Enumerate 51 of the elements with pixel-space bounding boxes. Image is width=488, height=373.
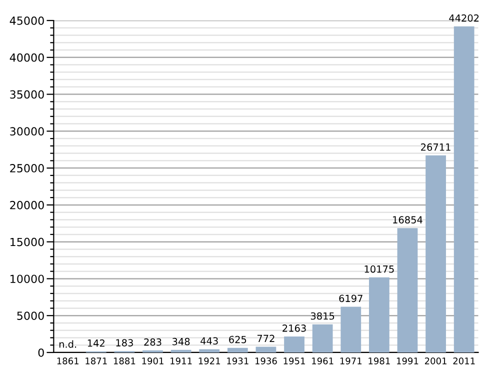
data-label: 3815 xyxy=(310,312,334,320)
x-tick-label: 1961 xyxy=(312,358,334,364)
x-tick-label: 1971 xyxy=(340,358,362,364)
bar xyxy=(227,348,248,352)
y-tick-label: 40000 xyxy=(10,53,44,62)
data-label: 10175 xyxy=(364,265,394,273)
bar xyxy=(454,26,474,352)
bar xyxy=(368,277,390,352)
bar xyxy=(199,349,220,352)
bar xyxy=(397,228,418,352)
data-label: 26711 xyxy=(421,143,450,151)
x-tick-label: 1881 xyxy=(114,358,136,364)
bar xyxy=(170,350,192,352)
bar xyxy=(312,324,333,352)
data-label: 348 xyxy=(172,338,190,346)
y-tick-label: 15000 xyxy=(10,238,44,246)
bar xyxy=(284,336,304,352)
bar xyxy=(340,306,362,352)
x-tick-label: 1901 xyxy=(142,358,164,364)
y-tick-label: 10000 xyxy=(10,274,44,284)
bar xyxy=(426,155,446,352)
data-label: 283 xyxy=(144,338,162,346)
data-label: 142 xyxy=(88,339,104,347)
data-label: 16854 xyxy=(393,216,422,224)
x-tick-label: 1931 xyxy=(227,358,248,364)
y-tick-label: 20000 xyxy=(10,200,44,210)
data-label: 772 xyxy=(257,334,274,342)
y-tick-label: 25000 xyxy=(10,164,44,172)
y-tick-label: 30000 xyxy=(10,127,44,136)
x-tick-label: 2001 xyxy=(424,358,446,364)
x-tick-label: 1981 xyxy=(368,358,390,364)
x-tick-label: 1861 xyxy=(57,358,78,364)
x-tick-label: 1936 xyxy=(255,358,277,364)
bar xyxy=(256,346,276,352)
data-label: 625 xyxy=(229,336,246,344)
x-tick-label: 1911 xyxy=(170,358,192,364)
data-label: 44202 xyxy=(449,14,479,22)
y-tick-label: 0 xyxy=(38,348,44,357)
data-label: 2163 xyxy=(282,324,306,332)
text: n.d. xyxy=(59,340,76,348)
x-tick-label: 1951 xyxy=(284,358,305,364)
data-label: 183 xyxy=(116,339,133,346)
data-label: 443 xyxy=(200,337,218,345)
x-tick-label: 2011 xyxy=(453,358,475,364)
x-tick-label: 1991 xyxy=(396,358,418,364)
x-tick-label: 1921 xyxy=(198,358,220,364)
y-tick-label: 5000 xyxy=(17,312,44,320)
y-tick-label: 45000 xyxy=(10,16,44,25)
y-tick-label: 35000 xyxy=(10,90,44,99)
data-label: 6197 xyxy=(339,294,362,302)
x-tick-label: 1871 xyxy=(86,358,107,364)
